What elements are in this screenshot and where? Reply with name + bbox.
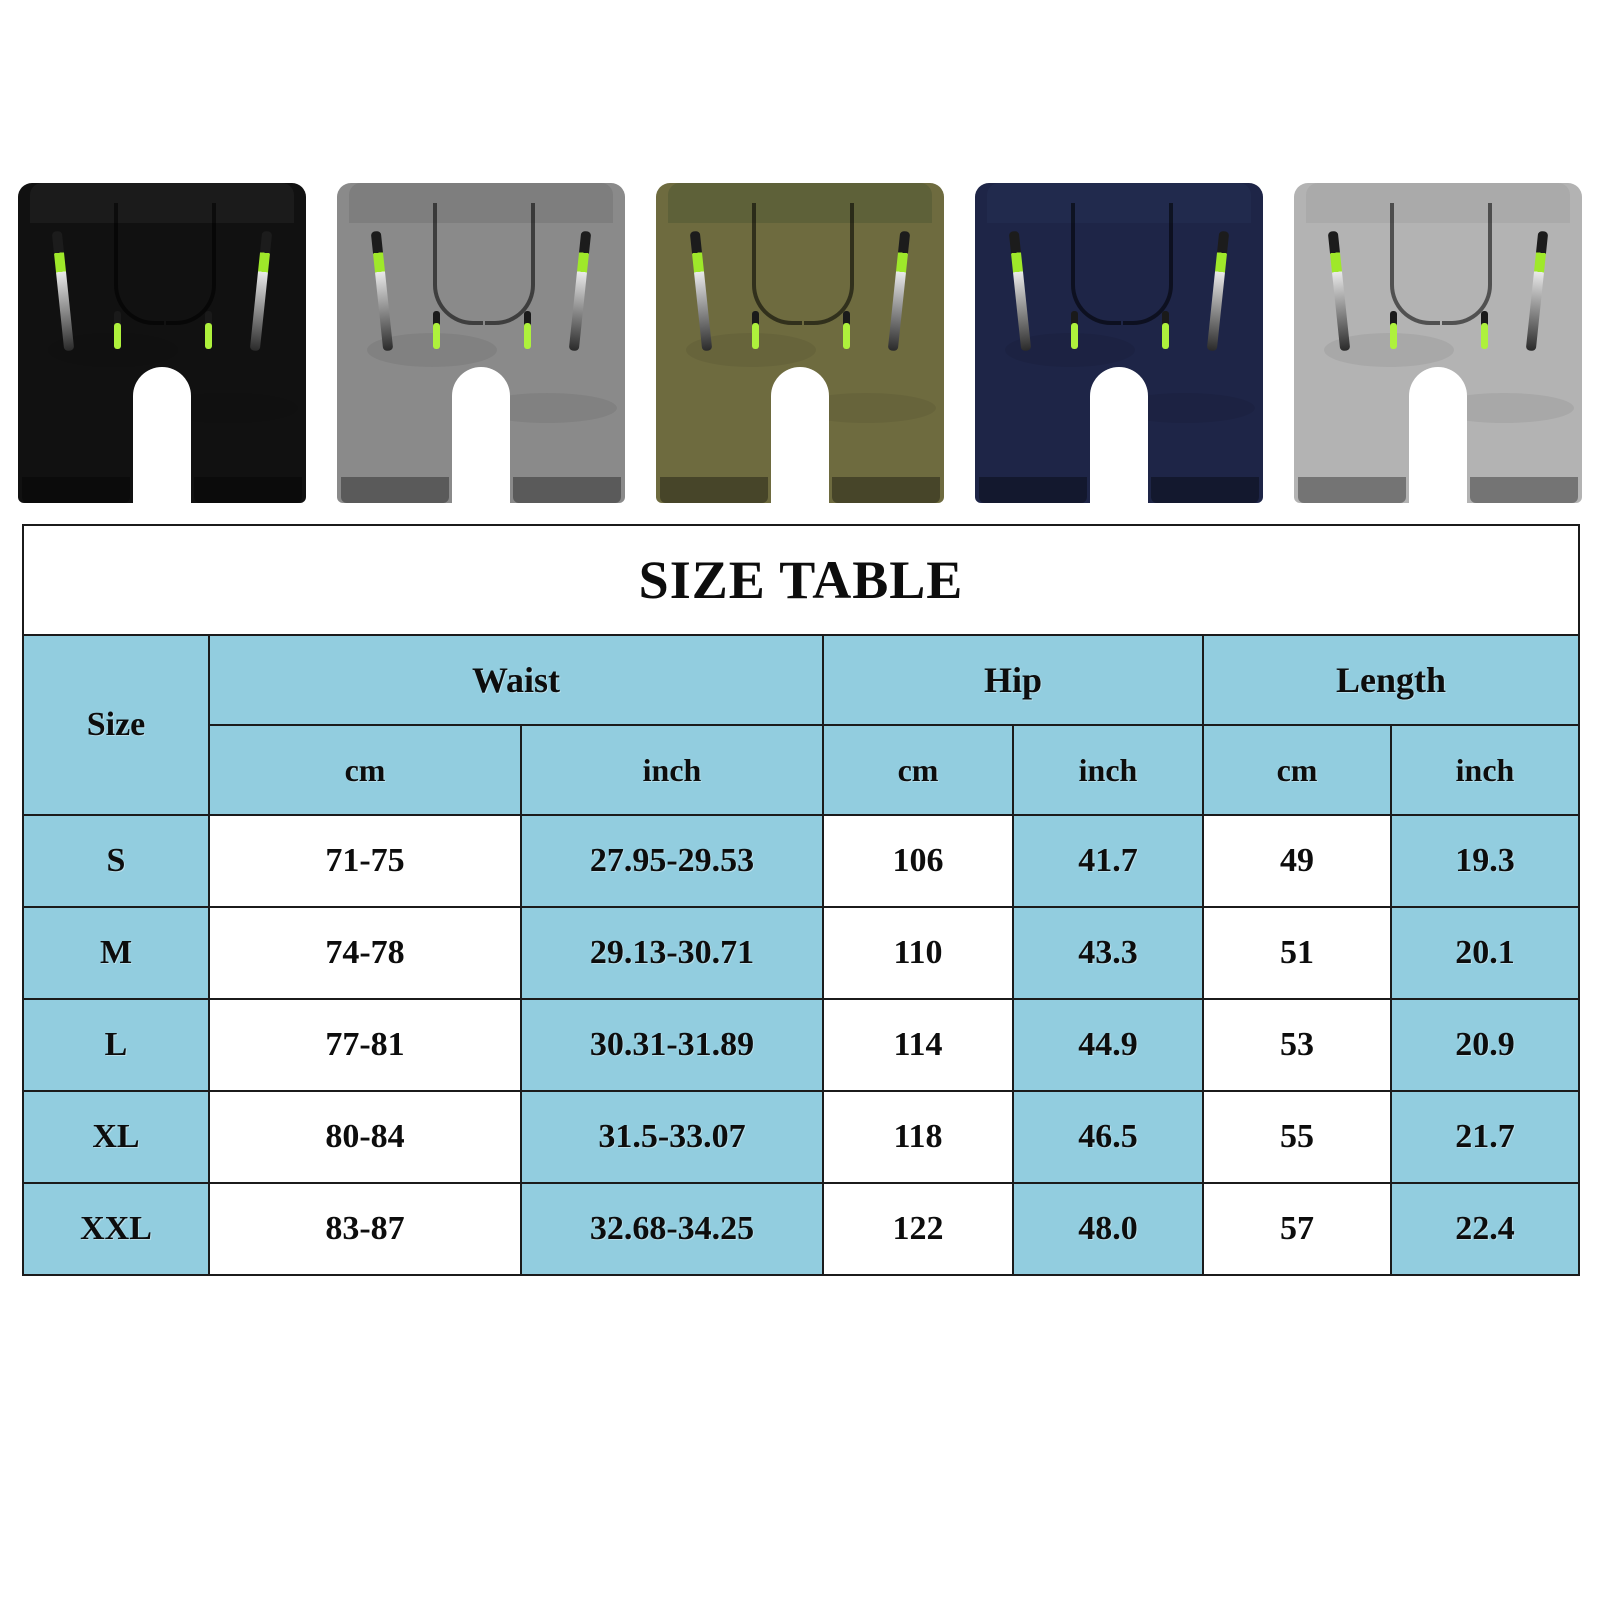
crotch-notch: [452, 367, 510, 503]
product-photo-strip: [0, 130, 1600, 520]
drawstring: [1390, 203, 1440, 325]
cell-hip-inch: 41.7: [1012, 814, 1204, 908]
cell-length-inch: 20.9: [1390, 998, 1580, 1092]
product-image-black-shorts: [18, 165, 306, 520]
size-table-container: SIZE TABLE Size Waist Hip Length cm inch…: [22, 524, 1580, 1276]
cell-hip-inch: 44.9: [1012, 998, 1204, 1092]
cell-length-inch: 22.4: [1390, 1182, 1580, 1276]
crotch-notch: [1090, 367, 1148, 503]
hem-shadow: [1298, 477, 1406, 503]
crotch-notch: [1409, 367, 1467, 503]
column-header-size: Size: [22, 634, 210, 816]
size-table: SIZE TABLE Size Waist Hip Length cm inch…: [22, 524, 1580, 1276]
column-group-hip: Hip: [822, 634, 1204, 726]
column-header-length-cm: cm: [1202, 724, 1392, 816]
cell-size: M: [22, 906, 210, 1000]
drawstring-tip: [1162, 323, 1169, 349]
cell-hip-cm: 118: [822, 1090, 1014, 1184]
hem-shadow: [194, 477, 302, 503]
drawstring: [485, 203, 535, 325]
cell-size: S: [22, 814, 210, 908]
cell-size: XXL: [22, 1182, 210, 1276]
product-image-dark-gray-shorts: [337, 165, 625, 520]
column-header-waist-cm: cm: [208, 724, 522, 816]
product-image-light-gray-shorts: [1294, 165, 1582, 520]
drawstring: [752, 203, 802, 325]
column-header-length-inch: inch: [1390, 724, 1580, 816]
drawstring-tip: [114, 323, 121, 349]
hem-shadow: [1470, 477, 1578, 503]
cell-waist-cm: 74-78: [208, 906, 522, 1000]
table-row: XL 80-84 31.5-33.07 118 46.5 55 21.7: [22, 1090, 1580, 1184]
cell-waist-inch: 27.95-29.53: [520, 814, 824, 908]
product-image-army-green-shorts: [656, 165, 944, 520]
table-row: M 74-78 29.13-30.71 110 43.3 51 20.1: [22, 906, 1580, 1000]
crotch-notch: [133, 367, 191, 503]
page-title: SIZE TABLE: [22, 524, 1580, 636]
table-row: S 71-75 27.95-29.53 106 41.7 49 19.3: [22, 814, 1580, 908]
column-header-hip-inch: inch: [1012, 724, 1204, 816]
cell-waist-inch: 31.5-33.07: [520, 1090, 824, 1184]
column-group-length: Length: [1202, 634, 1580, 726]
cell-hip-inch: 43.3: [1012, 906, 1204, 1000]
cell-hip-cm: 122: [822, 1182, 1014, 1276]
cell-waist-inch: 32.68-34.25: [520, 1182, 824, 1276]
cell-hip-cm: 114: [822, 998, 1014, 1092]
drawstring-tip: [752, 323, 759, 349]
hem-shadow: [513, 477, 621, 503]
cell-length-inch: 20.1: [1390, 906, 1580, 1000]
cell-length-cm: 49: [1202, 814, 1392, 908]
cell-length-cm: 53: [1202, 998, 1392, 1092]
cell-hip-cm: 106: [822, 814, 1014, 908]
table-unit-header-row: cm inch cm inch cm inch: [23, 724, 1580, 816]
cell-length-inch: 19.3: [1390, 814, 1580, 908]
column-group-waist: Waist: [208, 634, 824, 726]
table-row: L 77-81 30.31-31.89 114 44.9 53 20.9: [22, 998, 1580, 1092]
drawstring: [1123, 203, 1173, 325]
cell-hip-cm: 110: [822, 906, 1014, 1000]
cell-waist-cm: 71-75: [208, 814, 522, 908]
drawstring-tip: [1071, 323, 1078, 349]
cell-waist-inch: 30.31-31.89: [520, 998, 824, 1092]
cell-length-inch: 21.7: [1390, 1090, 1580, 1184]
drawstring-tip: [205, 323, 212, 349]
drawstring: [114, 203, 164, 325]
cell-length-cm: 51: [1202, 906, 1392, 1000]
cell-waist-cm: 83-87: [208, 1182, 522, 1276]
hem-shadow: [22, 477, 130, 503]
cell-hip-inch: 46.5: [1012, 1090, 1204, 1184]
hem-shadow: [832, 477, 940, 503]
table-row: XXL 83-87 32.68-34.25 122 48.0 57 22.4: [22, 1182, 1580, 1276]
drawstring-tip: [524, 323, 531, 349]
column-header-waist-inch: inch: [520, 724, 824, 816]
table-group-header-row: Size Waist Hip Length: [22, 634, 1580, 816]
table-title-row: SIZE TABLE: [22, 524, 1580, 636]
drawstring: [1071, 203, 1121, 325]
cell-waist-cm: 80-84: [208, 1090, 522, 1184]
product-image-navy-blue-shorts: [975, 165, 1263, 520]
drawstring-tip: [843, 323, 850, 349]
cell-length-cm: 57: [1202, 1182, 1392, 1276]
hem-shadow: [979, 477, 1087, 503]
hem-shadow: [1151, 477, 1259, 503]
drawstring: [804, 203, 854, 325]
drawstring: [166, 203, 216, 325]
drawstring-tip: [433, 323, 440, 349]
cell-hip-inch: 48.0: [1012, 1182, 1204, 1276]
drawstring-tip: [1390, 323, 1397, 349]
cell-length-cm: 55: [1202, 1090, 1392, 1184]
hem-shadow: [341, 477, 449, 503]
cell-size: XL: [22, 1090, 210, 1184]
drawstring: [1442, 203, 1492, 325]
drawstring: [433, 203, 483, 325]
drawstring-tip: [1481, 323, 1488, 349]
cell-size: L: [22, 998, 210, 1092]
crotch-notch: [771, 367, 829, 503]
cell-waist-inch: 29.13-30.71: [520, 906, 824, 1000]
column-header-hip-cm: cm: [822, 724, 1014, 816]
cell-waist-cm: 77-81: [208, 998, 522, 1092]
hem-shadow: [660, 477, 768, 503]
